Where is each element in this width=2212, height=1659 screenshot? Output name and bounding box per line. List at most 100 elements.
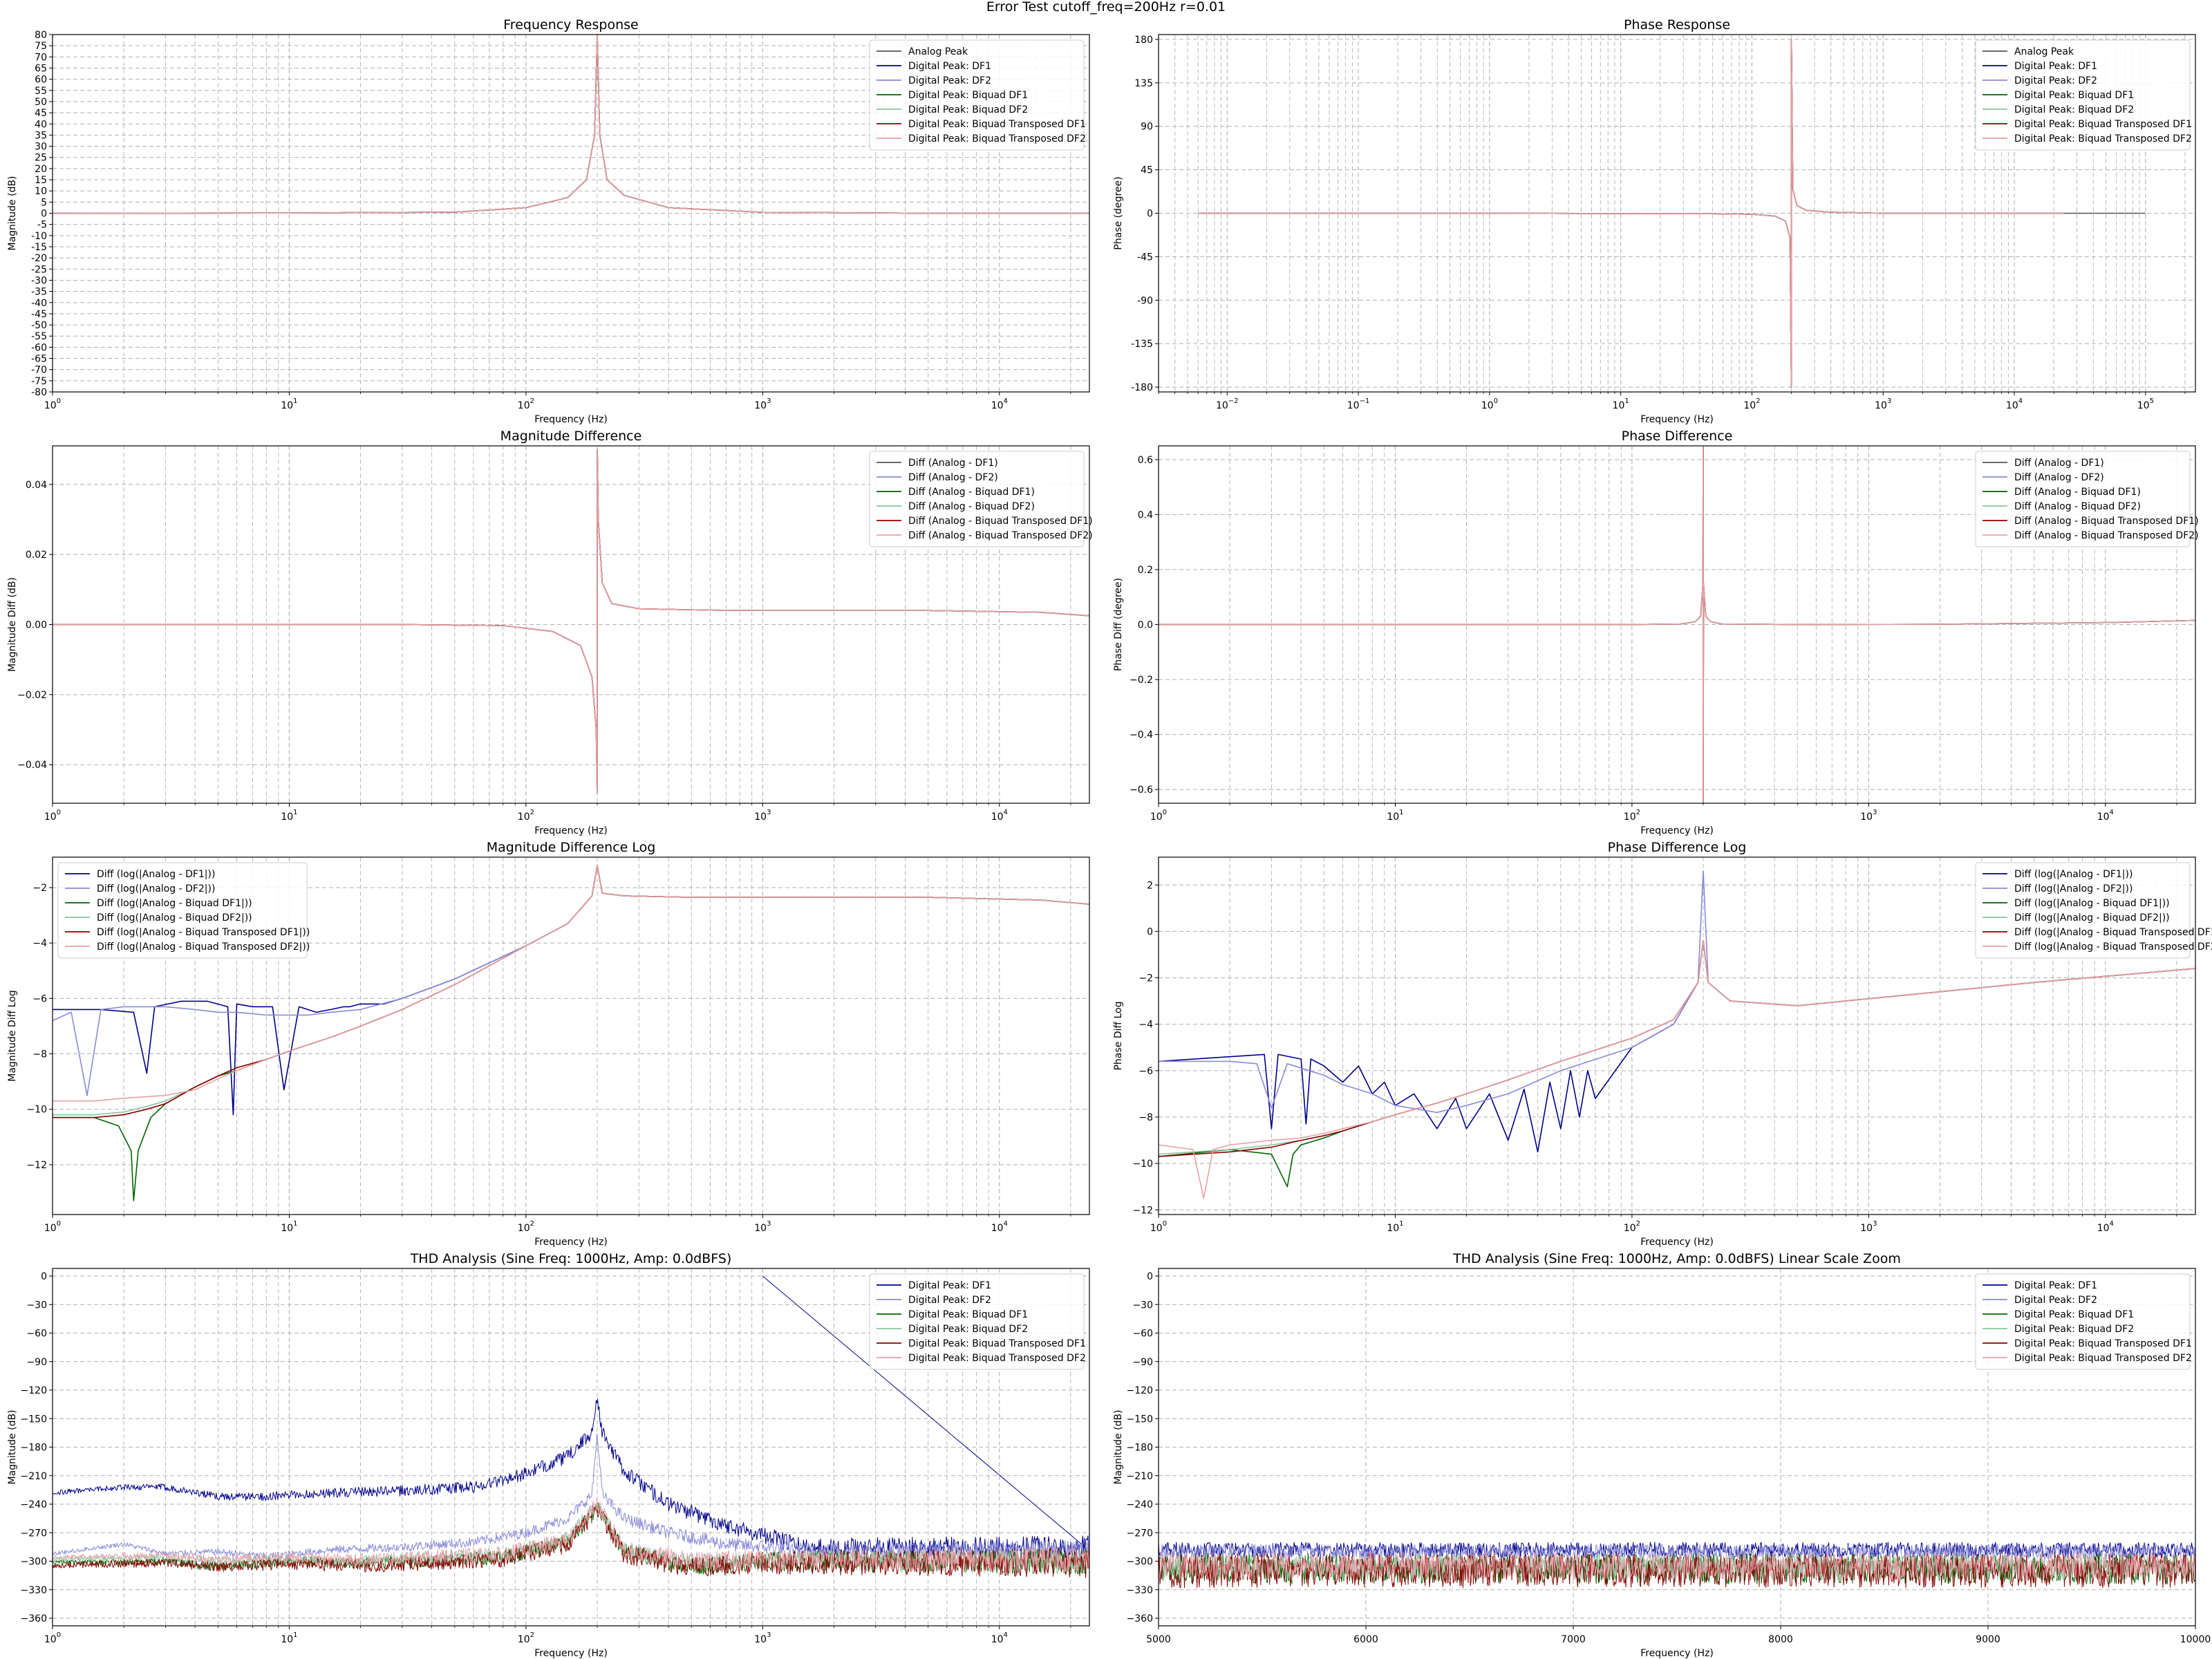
- x-tick-label: 102: [1624, 809, 1640, 823]
- x-tick-label: 103: [754, 1220, 771, 1234]
- x-tick-label: 101: [281, 1631, 297, 1645]
- y-tick-label: -40: [31, 298, 47, 309]
- chart-thd_zoom: −360−330−300−270−240−210−180−150−120−90−…: [1113, 1251, 2211, 1659]
- y-tick-label: −4: [1138, 1020, 1153, 1031]
- series-line: [53, 865, 1089, 1102]
- y-tick-label: 135: [1134, 78, 1153, 89]
- x-tick-label: 100: [44, 1220, 61, 1234]
- y-tick-label: -30: [31, 275, 47, 286]
- legend-entry: Diff (Analog - Biquad DF1): [2014, 487, 2141, 498]
- legend-box: [869, 451, 1085, 547]
- legend-entry: Diff (Analog - Biquad Transposed DF1): [2014, 516, 2199, 527]
- series-line: [1198, 39, 2065, 388]
- chart-title: THD Analysis (Sine Freq: 1000Hz, Amp: 0.…: [410, 1251, 732, 1266]
- series-line: [1159, 940, 2195, 1153]
- y-tick-label: 10: [35, 186, 47, 197]
- x-tick-label: 10−2: [1216, 397, 1239, 411]
- y-tick-label: 0.2: [1138, 565, 1153, 576]
- y-tick-label: 55: [35, 86, 47, 97]
- y-tick-label: 0.02: [26, 550, 47, 561]
- x-tick-label: 103: [1860, 1220, 1877, 1234]
- legend-entry: Digital Peak: DF1: [2014, 1280, 2097, 1291]
- legend: Digital Peak: DF1 Digital Peak: DF2 Digita…: [869, 1273, 1086, 1370]
- x-tick-label: 103: [1875, 397, 1891, 411]
- legend-box: [57, 862, 308, 959]
- series-group: [53, 1275, 1089, 1579]
- x-axis-label: Frequency (Hz): [534, 1648, 608, 1659]
- x-axis-label: Frequency (Hz): [534, 1237, 608, 1248]
- legend-entry: Diff (log(|Analog - Biquad DF2|)): [2014, 912, 2170, 924]
- x-tick-label: 104: [2006, 397, 2023, 411]
- series-line: [53, 1497, 1089, 1573]
- series-group: [1159, 1541, 2195, 1588]
- y-tick-label: -20: [31, 253, 47, 264]
- figure-suptitle: Error Test cutoff_freq=200Hz r=0.01: [986, 0, 1226, 15]
- y-tick-label: 0: [41, 1271, 47, 1282]
- x-tick-label: 101: [1613, 397, 1629, 411]
- x-tick-label: 100: [44, 809, 61, 823]
- x-tick-label: 101: [1387, 809, 1403, 823]
- y-tick-label: −0.04: [17, 760, 47, 771]
- y-axis-label: Magnitude (dB): [7, 1409, 18, 1484]
- y-tick-label: -45: [31, 309, 47, 320]
- y-tick-label: -35: [31, 287, 47, 298]
- y-tick-label: -5: [37, 220, 47, 231]
- x-tick-label: 6000: [1353, 1634, 1378, 1645]
- legend-entry: Digital Peak: Biquad DF1: [908, 90, 1028, 101]
- y-tick-label: -65: [31, 354, 47, 365]
- y-tick-label: −2: [32, 883, 47, 894]
- legend-entry: Diff (Analog - Biquad DF2): [2014, 501, 2141, 512]
- legend-entry: Digital Peak: Biquad Transposed DF1: [2014, 119, 2192, 130]
- series-line: [53, 35, 1089, 214]
- y-tick-label: 40: [35, 119, 47, 130]
- series-group: [53, 449, 1089, 794]
- x-tick-label: 104: [991, 397, 1008, 411]
- series-line: [1159, 446, 2195, 803]
- y-tick-label: −240: [1127, 1499, 1153, 1510]
- chart-thd: −360−330−300−270−240−210−180−150−120−90−…: [7, 1251, 1090, 1659]
- x-tick-label: 100: [1481, 397, 1498, 411]
- y-tick-label: −6: [32, 993, 47, 1004]
- legend-box: [1975, 862, 2191, 959]
- y-tick-label: −120: [1127, 1385, 1153, 1396]
- y-tick-label: 0.0: [1138, 620, 1153, 631]
- x-tick-label: 5000: [1146, 1634, 1171, 1645]
- y-tick-label: −12: [26, 1160, 47, 1171]
- x-tick-label: 10000: [2180, 1634, 2211, 1645]
- y-axis-label: Phase Diff Log: [1113, 1001, 1124, 1070]
- x-axis-label: Frequency (Hz): [1640, 1648, 1714, 1659]
- x-tick-label: 102: [1743, 397, 1760, 411]
- x-tick-label: 101: [281, 397, 297, 411]
- legend-entry: Digital Peak: Biquad Transposed DF2: [2014, 1353, 2192, 1364]
- legend-entry: Diff (Analog - DF2): [908, 472, 998, 483]
- chart-mag_diff_log: −12 −10 −8 −6 −4 −2 100 101 102 103 104 Magnitude D…: [7, 840, 1090, 1248]
- y-tick-label: 65: [35, 63, 47, 74]
- y-tick-label: -55: [31, 331, 47, 342]
- legend: Diff (log(|Analog - DF1|)) Diff (log(|Ana…: [1975, 862, 2212, 959]
- legend-entry: Diff (log(|Analog - Biquad Transposed DF…: [2014, 941, 2212, 953]
- y-tick-label: −330: [21, 1585, 47, 1596]
- x-tick-label: 103: [1860, 809, 1877, 823]
- legend-entry: Analog Peak: [908, 46, 968, 57]
- y-tick-label: −120: [21, 1385, 47, 1396]
- legend-entry: Digital Peak: Biquad DF1: [2014, 1309, 2134, 1320]
- y-tick-label: −150: [21, 1414, 47, 1425]
- y-tick-label: -180: [1131, 382, 1153, 393]
- y-tick-label: -45: [1137, 252, 1153, 263]
- y-tick-label: 30: [35, 142, 47, 153]
- y-axis-label: Magnitude Diff Log: [7, 990, 18, 1081]
- chart-title: Magnitude Difference: [500, 429, 642, 444]
- series-line: [1159, 1552, 2195, 1580]
- legend-entry: Digital Peak: DF2: [908, 75, 991, 86]
- y-tick-label: −0.6: [1130, 785, 1153, 796]
- x-tick-label: 103: [754, 1631, 771, 1645]
- y-tick-label: −60: [26, 1329, 47, 1340]
- y-tick-label: −0.4: [1130, 730, 1153, 741]
- y-tick-label: 180: [1134, 35, 1153, 46]
- legend-entry: Digital Peak: DF1: [908, 61, 991, 72]
- chart-phase_response: -180 -135 -90 -45 0 45 90 135 180 10−2 10−1 100 101 1…: [1113, 17, 2196, 425]
- y-tick-label: 0.6: [1138, 455, 1153, 466]
- legend-entry: Diff (log(|Analog - Biquad DF2|)): [97, 912, 252, 924]
- series-group: [1198, 39, 2146, 388]
